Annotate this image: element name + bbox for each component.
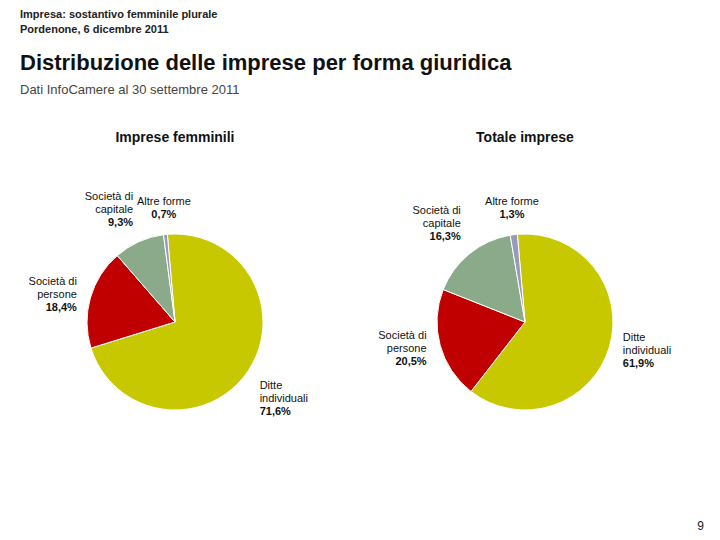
pie-chart: Imprese femminili Ditteindividuali71,6% So… bbox=[29, 129, 308, 417]
slice-label: Società dipersone20,5% bbox=[378, 329, 427, 367]
slice-label: Società dicapitale9,3% bbox=[85, 190, 134, 228]
pie-chart: Totale imprese Ditteindividuali61,9% Socie… bbox=[378, 129, 671, 410]
slice-label: Società dipersone18,4% bbox=[29, 275, 78, 313]
category-label: Ditteindividuali bbox=[623, 331, 671, 356]
chart-canvas: Impresa: sostantivo femminile plurale Por… bbox=[0, 0, 720, 540]
pie-slices bbox=[87, 234, 263, 410]
category-label: Società dipersone bbox=[29, 275, 77, 300]
category-label: Società dicapitale bbox=[412, 204, 460, 229]
category-label: Società dipersone bbox=[378, 329, 426, 354]
pie-slice bbox=[163, 234, 175, 322]
data-label: 18,4% bbox=[46, 301, 77, 313]
category-label: Ditteindividuali bbox=[260, 379, 308, 404]
data-label: 61,9% bbox=[623, 357, 654, 369]
slice-label: Società dicapitale16,3% bbox=[412, 204, 461, 242]
data-label: 9,3% bbox=[108, 216, 133, 228]
header-line: Impresa: sostantivo femminile plurale bbox=[20, 8, 217, 20]
slice-label: Altre forme1,3% bbox=[485, 195, 539, 220]
data-label: 71,6% bbox=[260, 405, 291, 417]
data-label: 20,5% bbox=[395, 355, 426, 367]
pie-slice bbox=[117, 235, 175, 322]
page-number: 9 bbox=[697, 519, 704, 533]
data-label: 0,7% bbox=[151, 208, 176, 220]
pie-title: Imprese femminili bbox=[115, 129, 234, 145]
pie-title: Totale imprese bbox=[476, 129, 574, 145]
slice-label: Ditteindividuali71,6% bbox=[260, 379, 308, 417]
data-label: 16,3% bbox=[430, 230, 461, 242]
header-line: Pordenone, 6 dicembre 2011 bbox=[20, 23, 169, 35]
slice-label: Altre forme0,7% bbox=[137, 195, 191, 220]
pie-slices bbox=[437, 234, 613, 410]
slice-label: Ditteindividuali61,9% bbox=[623, 331, 671, 369]
pie-slice bbox=[443, 235, 525, 322]
pie-slice bbox=[510, 234, 525, 322]
category-label: Altre forme bbox=[137, 195, 191, 207]
category-label: Altre forme bbox=[485, 195, 539, 207]
chart-subtitle: Dati InfoCamere al 30 settembre 2011 bbox=[20, 82, 239, 97]
chart-title: Distribuzione delle imprese per forma gi… bbox=[20, 50, 512, 75]
category-label: Società dicapitale bbox=[85, 190, 133, 215]
data-label: 1,3% bbox=[499, 208, 524, 220]
